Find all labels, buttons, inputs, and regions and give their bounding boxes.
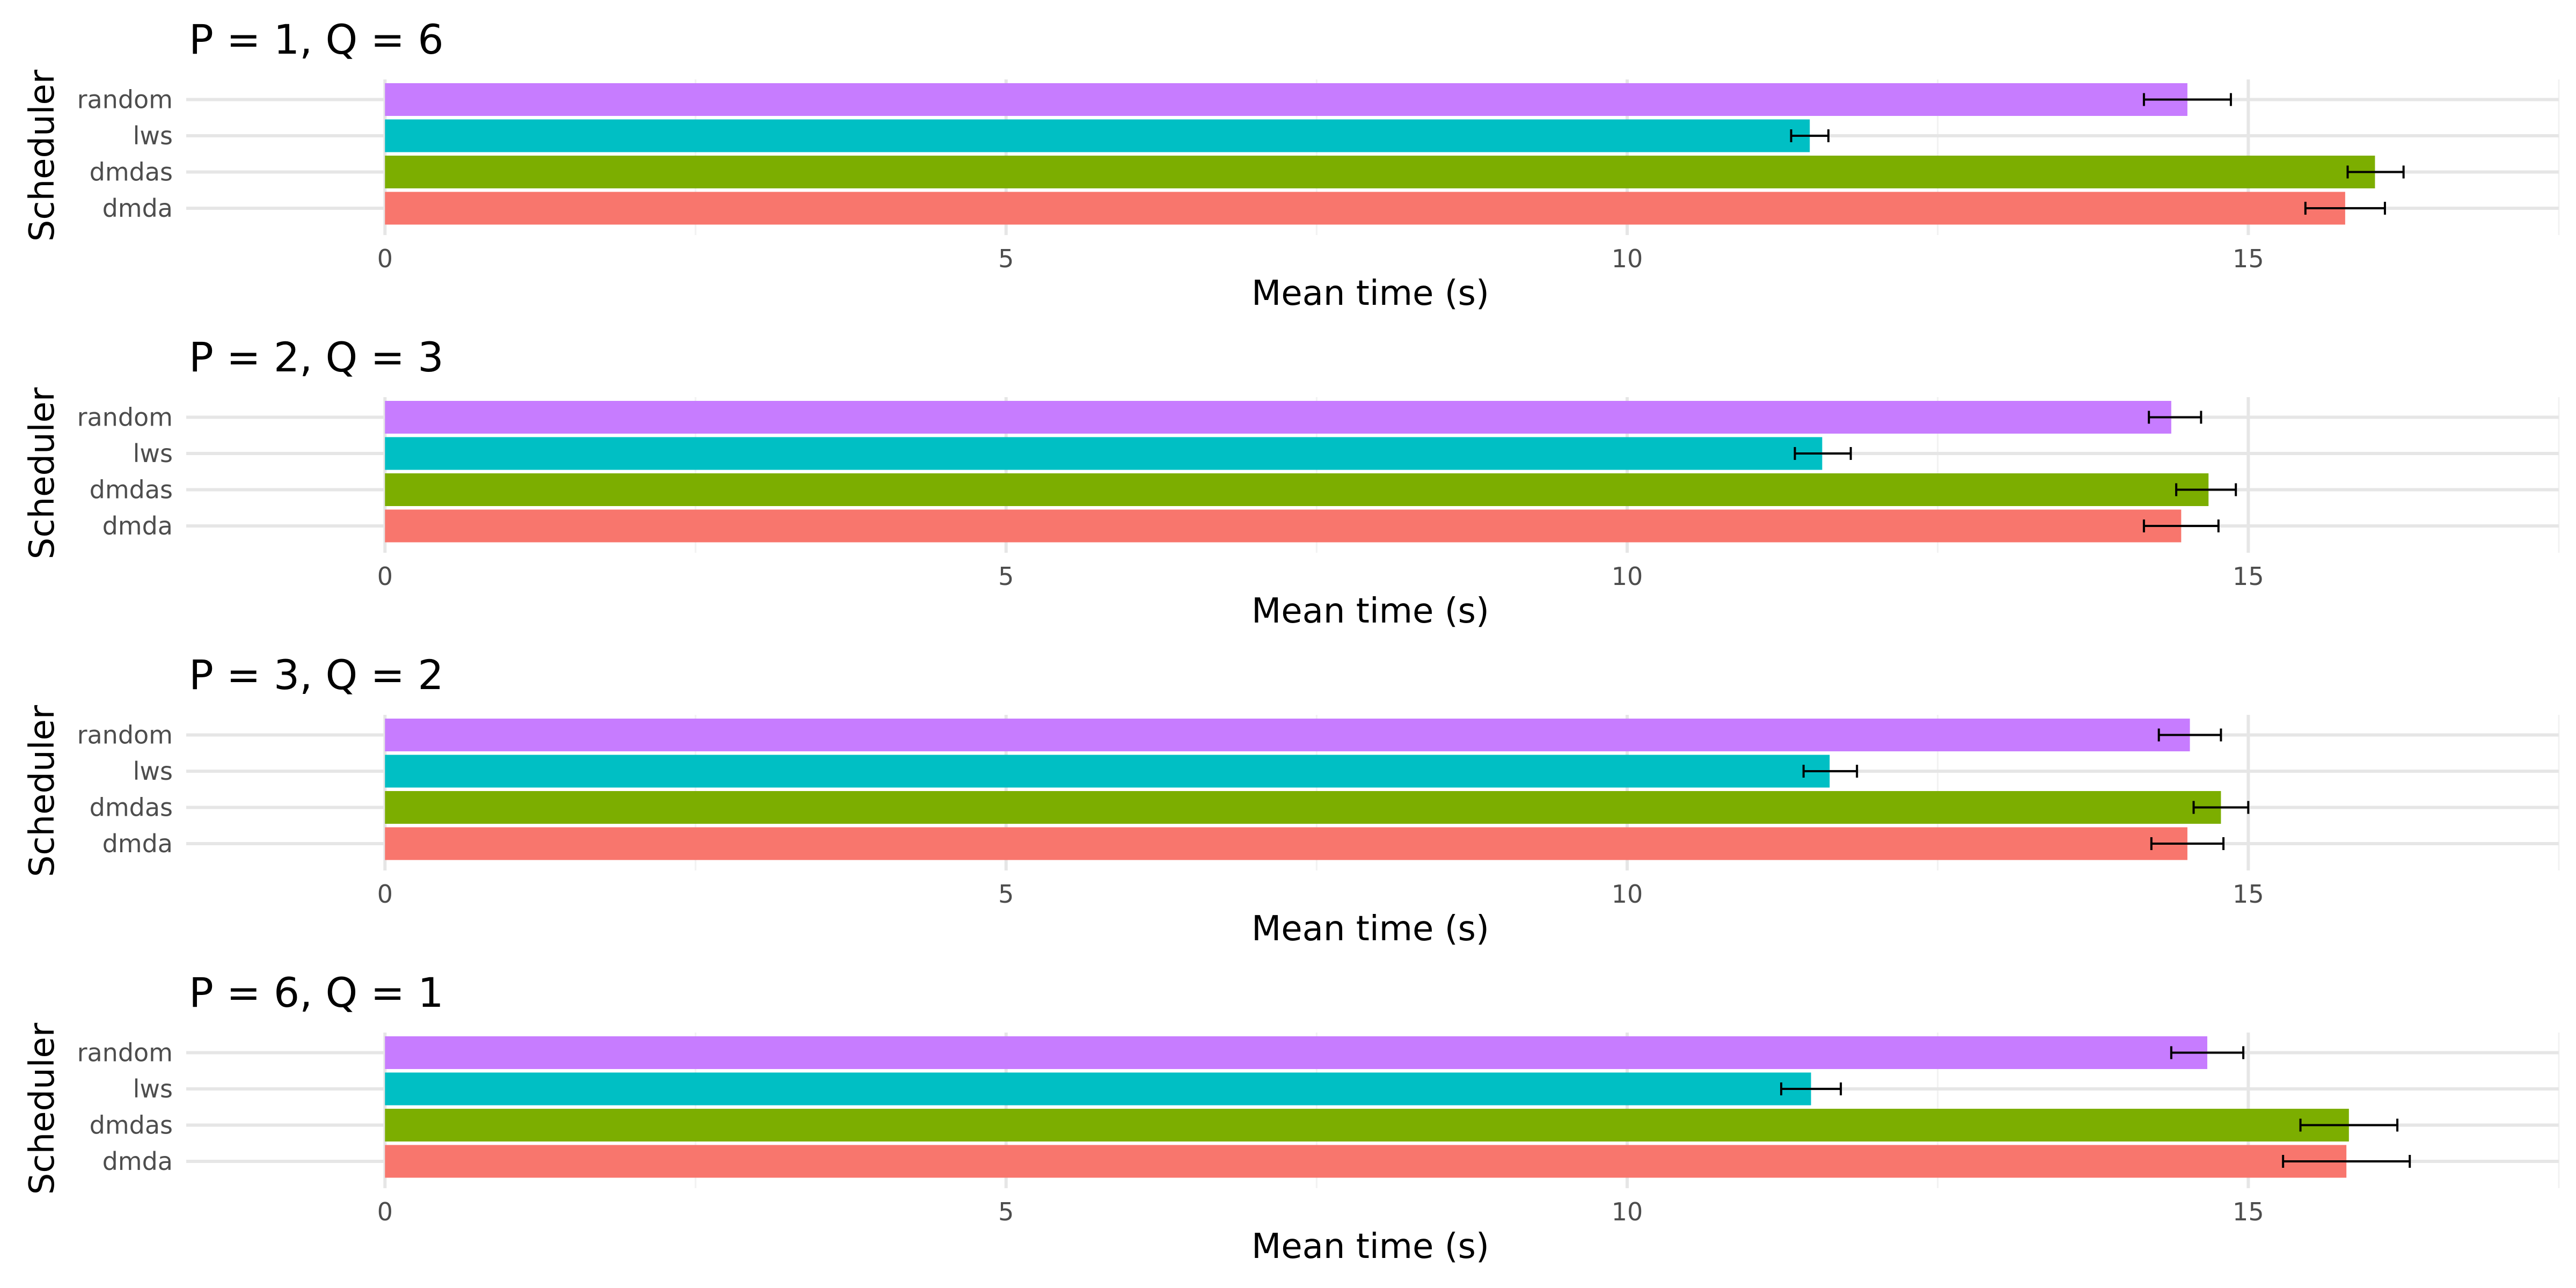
errorbar-random (2170, 1046, 2245, 1059)
panel-title: P = 6, Q = 1 (189, 969, 444, 1016)
bar-dmdas (385, 473, 2209, 506)
bar-dmdas (385, 156, 2375, 188)
x-axis-title: Mean time (s) (1252, 274, 1489, 313)
bar-random (385, 1036, 2207, 1069)
errorbar-lws (1790, 129, 1829, 142)
bar-random (385, 83, 2187, 116)
x-tick-label: 0 (377, 880, 393, 909)
errorbar-lws (1794, 447, 1852, 460)
x-tick-label: 5 (998, 244, 1014, 273)
panel-title: P = 1, Q = 6 (189, 16, 444, 63)
y-tick-label: lws (133, 121, 173, 150)
x-tick-label: 0 (377, 244, 393, 273)
x-axis-title: Mean time (s) (1252, 909, 1489, 949)
y-tick-label: dmda (103, 511, 173, 540)
y-tick-label: dmda (103, 1147, 173, 1176)
y-tick-label: random (77, 1038, 173, 1067)
errorbar-dmdas (2299, 1118, 2399, 1132)
bar-dmda (385, 192, 2345, 225)
y-tick-label: random (77, 403, 173, 432)
errorbar-lws (1802, 765, 1858, 778)
y-tick-label: dmda (103, 194, 173, 223)
y-axis-title: Scheduler (23, 1022, 62, 1195)
x-tick-label: 15 (2233, 244, 2264, 273)
y-tick-label: lws (133, 439, 173, 468)
errorbar-dmdas (2192, 801, 2250, 814)
panel-4: dmda dmdas lws random 0 5 10 15 P = 6, Q = 1 Mean… (23, 969, 2560, 1267)
errorbar-dmda (2150, 837, 2225, 850)
y-tick-label: dmda (103, 829, 173, 858)
x-tick-label: 0 (377, 562, 393, 591)
x-tick-label: 5 (998, 1197, 1014, 1226)
panel-3: dmda dmdas lws random 0 5 10 15 P = 3, Q = 2 Mean… (23, 651, 2560, 949)
y-tick-label: dmdas (90, 793, 173, 822)
y-tick-label: random (77, 721, 173, 750)
errorbar-dmda (2142, 519, 2220, 532)
x-tick-label: 10 (1612, 562, 1643, 591)
panel-2: dmda dmdas lws random 0 5 10 15 P = 2, Q = 3 Mean… (23, 333, 2560, 631)
y-axis-title: Scheduler (23, 387, 62, 559)
errorbar-dmdas (2175, 483, 2237, 496)
errorbar-random (2157, 728, 2222, 742)
x-tick-label: 10 (1612, 880, 1643, 909)
x-tick-label: 5 (998, 880, 1014, 909)
x-tick-label: 15 (2233, 562, 2264, 591)
errorbar-random (2148, 411, 2202, 424)
y-tick-label: dmdas (90, 475, 173, 504)
panel-title: P = 2, Q = 3 (189, 333, 444, 381)
y-tick-label: dmdas (90, 1111, 173, 1140)
errorbar-dmda (2282, 1155, 2411, 1168)
bar-lws (385, 119, 1810, 152)
y-tick-label: dmdas (90, 158, 173, 187)
errorbar-lws (1780, 1082, 1842, 1095)
x-tick-label: 5 (998, 562, 1014, 591)
x-tick-label: 15 (2233, 1197, 2264, 1226)
x-axis-title: Mean time (s) (1252, 1227, 1489, 1267)
errorbar-dmda (2304, 202, 2386, 215)
y-tick-label: lws (133, 1074, 173, 1103)
bar-dmda (385, 1145, 2347, 1178)
bar-dmdas (385, 791, 2221, 824)
x-tick-label: 10 (1612, 1197, 1643, 1226)
bar-lws (385, 1072, 1811, 1106)
x-tick-label: 0 (377, 1197, 393, 1226)
x-tick-label: 10 (1612, 244, 1643, 273)
y-axis-title: Scheduler (23, 705, 62, 877)
panel-title: P = 3, Q = 2 (189, 651, 444, 699)
y-tick-label: random (77, 85, 173, 114)
bar-lws (385, 755, 1830, 788)
bar-random (385, 719, 2190, 751)
panel-1: dmda dmdas lws random 0 5 10 15 P = 1, Q = 6 Mean… (23, 16, 2560, 313)
bar-dmdas (385, 1109, 2349, 1141)
bar-lws (385, 437, 1823, 470)
bar-dmda (385, 827, 2187, 860)
x-axis-title: Mean time (s) (1252, 591, 1489, 631)
y-tick-label: lws (133, 757, 173, 786)
x-tick-label: 15 (2233, 880, 2264, 909)
y-axis-title: Scheduler (23, 69, 62, 241)
bar-dmda (385, 509, 2182, 543)
bar-random (385, 401, 2171, 434)
errorbar-dmdas (2346, 165, 2405, 179)
errorbar-random (2142, 93, 2232, 106)
